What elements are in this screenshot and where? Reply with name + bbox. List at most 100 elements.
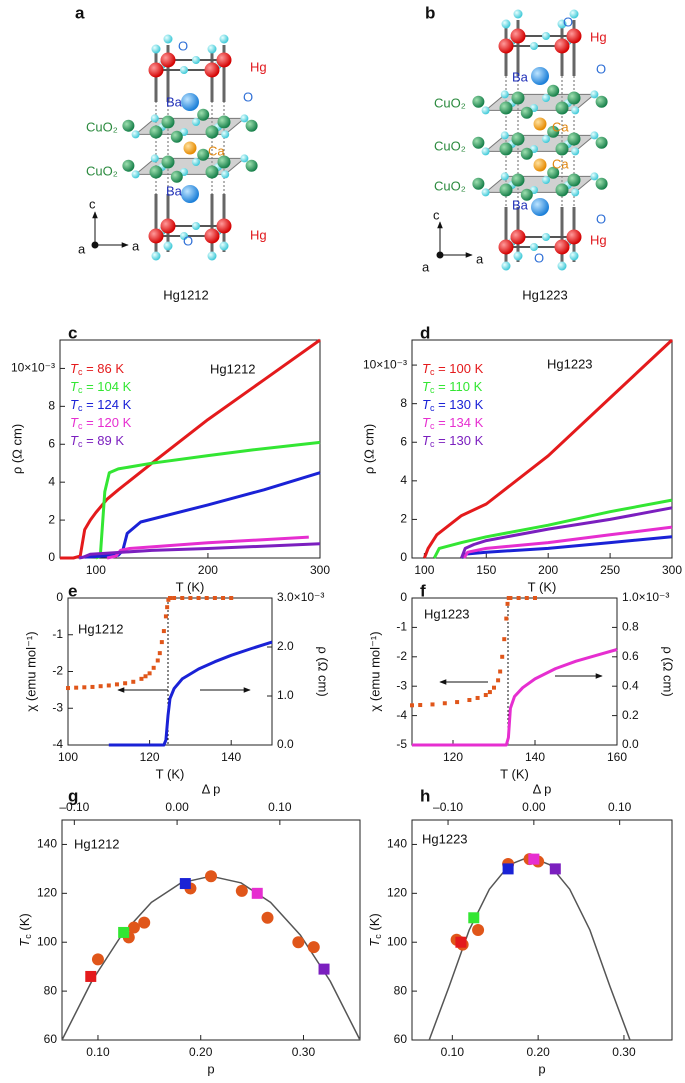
axis-letter: a bbox=[132, 238, 140, 253]
data-point bbox=[483, 693, 488, 698]
atom-label: CuO₂ bbox=[86, 119, 118, 134]
x-axis-label: T (K) bbox=[528, 579, 557, 594]
y2-tick-label: 1.0 bbox=[277, 688, 294, 702]
cu-atom bbox=[149, 125, 163, 139]
data-point bbox=[106, 683, 111, 688]
cu-atom bbox=[205, 125, 219, 139]
data-point bbox=[261, 911, 274, 924]
x-tick-label: 0.10 bbox=[86, 1045, 110, 1059]
cu-atom bbox=[511, 173, 525, 187]
hg-atom bbox=[498, 38, 514, 54]
x-axis-label: T (K) bbox=[156, 766, 185, 781]
data-point bbox=[496, 678, 501, 683]
atom-label: Ca bbox=[552, 156, 569, 171]
y-tick-label: -4 bbox=[396, 708, 407, 722]
atom-label: Hg bbox=[250, 59, 267, 74]
atom-label: CuO₂ bbox=[434, 178, 466, 193]
axis-letter: a bbox=[476, 251, 484, 266]
y-tick-label: -2 bbox=[396, 649, 407, 663]
atom-label: Hg bbox=[590, 29, 607, 44]
o-atom bbox=[163, 34, 173, 44]
x2-axis-label: Δ p bbox=[533, 781, 552, 796]
y-tick-label: 60 bbox=[44, 1032, 58, 1046]
cu-atom bbox=[217, 115, 231, 129]
atom-label: Ca bbox=[208, 143, 225, 158]
o-atom bbox=[557, 19, 567, 29]
o-atom bbox=[569, 251, 579, 261]
y-tick-label: -1 bbox=[52, 627, 63, 641]
annotation: Hg1223 bbox=[424, 606, 470, 621]
cu-atom bbox=[161, 155, 175, 169]
data-point bbox=[475, 695, 480, 700]
data-point bbox=[524, 596, 529, 600]
data-point bbox=[114, 682, 119, 687]
o-atom bbox=[542, 135, 550, 143]
axis-letter: a bbox=[422, 259, 430, 274]
y2-axis-label: ρ (Ω cm) bbox=[316, 646, 331, 696]
data-point bbox=[442, 701, 447, 706]
data-point bbox=[138, 916, 151, 929]
cu-atom bbox=[499, 183, 513, 197]
plot-frame bbox=[59, 339, 321, 559]
data-point bbox=[161, 629, 166, 634]
o-atom bbox=[180, 66, 188, 74]
x-tick-label: 100 bbox=[86, 563, 106, 577]
cu-atom bbox=[555, 183, 569, 197]
cu-atom bbox=[122, 159, 135, 172]
data-point bbox=[172, 596, 177, 600]
data-point bbox=[318, 963, 330, 975]
cu-atom bbox=[567, 173, 581, 187]
atom-label: O bbox=[596, 211, 606, 226]
data-point bbox=[307, 941, 320, 954]
o-atom bbox=[569, 9, 579, 19]
data-line bbox=[432, 498, 673, 559]
x2-tick-label: –0.10 bbox=[59, 800, 89, 814]
o-atom bbox=[219, 34, 229, 44]
legend-entry: Tc = 100 K bbox=[422, 361, 484, 377]
y-tick-label: -1 bbox=[396, 620, 407, 634]
data-point bbox=[90, 684, 95, 689]
o-atom bbox=[571, 106, 580, 115]
y-tick-label: 6 bbox=[400, 434, 407, 448]
atom-label: Ba bbox=[166, 94, 183, 109]
y2-tick-label: 0.2 bbox=[622, 708, 639, 722]
o-atom bbox=[240, 114, 249, 123]
cu-atom bbox=[547, 166, 560, 179]
panel-letter: e bbox=[68, 581, 77, 600]
cu-atom bbox=[161, 115, 175, 129]
hg-atom bbox=[498, 239, 514, 255]
data-point bbox=[487, 690, 492, 695]
o-atom bbox=[590, 131, 599, 140]
cu-atom bbox=[499, 142, 513, 156]
data-line bbox=[60, 338, 321, 560]
o-atom bbox=[481, 147, 490, 156]
hg-atom bbox=[204, 228, 220, 244]
atom-label: CuO₂ bbox=[86, 163, 118, 178]
x-tick-label: 0.20 bbox=[526, 1045, 550, 1059]
hg-atom bbox=[160, 52, 176, 68]
x-tick-label: 200 bbox=[198, 563, 218, 577]
o-atom bbox=[500, 172, 509, 181]
data-point bbox=[159, 640, 164, 645]
data-point bbox=[188, 596, 193, 600]
y-tick-label: 100 bbox=[387, 934, 407, 948]
y2-tick-label: 3.0×10⁻³ bbox=[277, 590, 324, 604]
x-axis-label: p bbox=[207, 1061, 214, 1076]
panel-letter: g bbox=[68, 786, 78, 805]
x-tick-label: 100 bbox=[58, 750, 78, 764]
data-point bbox=[66, 686, 70, 691]
ba-atom bbox=[531, 198, 549, 216]
x-tick-label: 0.30 bbox=[612, 1045, 636, 1059]
annotation: Hg1212 bbox=[74, 836, 120, 851]
data-point bbox=[502, 637, 507, 642]
data-point bbox=[516, 596, 521, 600]
cu-atom bbox=[547, 84, 560, 97]
cu-atom bbox=[205, 165, 219, 179]
axis-letter: a bbox=[78, 241, 86, 256]
o-atom bbox=[513, 9, 523, 19]
o-atom bbox=[500, 90, 509, 99]
plot-frame bbox=[67, 597, 273, 746]
data-point bbox=[123, 681, 128, 686]
data-point bbox=[212, 596, 217, 600]
o-atom bbox=[192, 158, 200, 166]
